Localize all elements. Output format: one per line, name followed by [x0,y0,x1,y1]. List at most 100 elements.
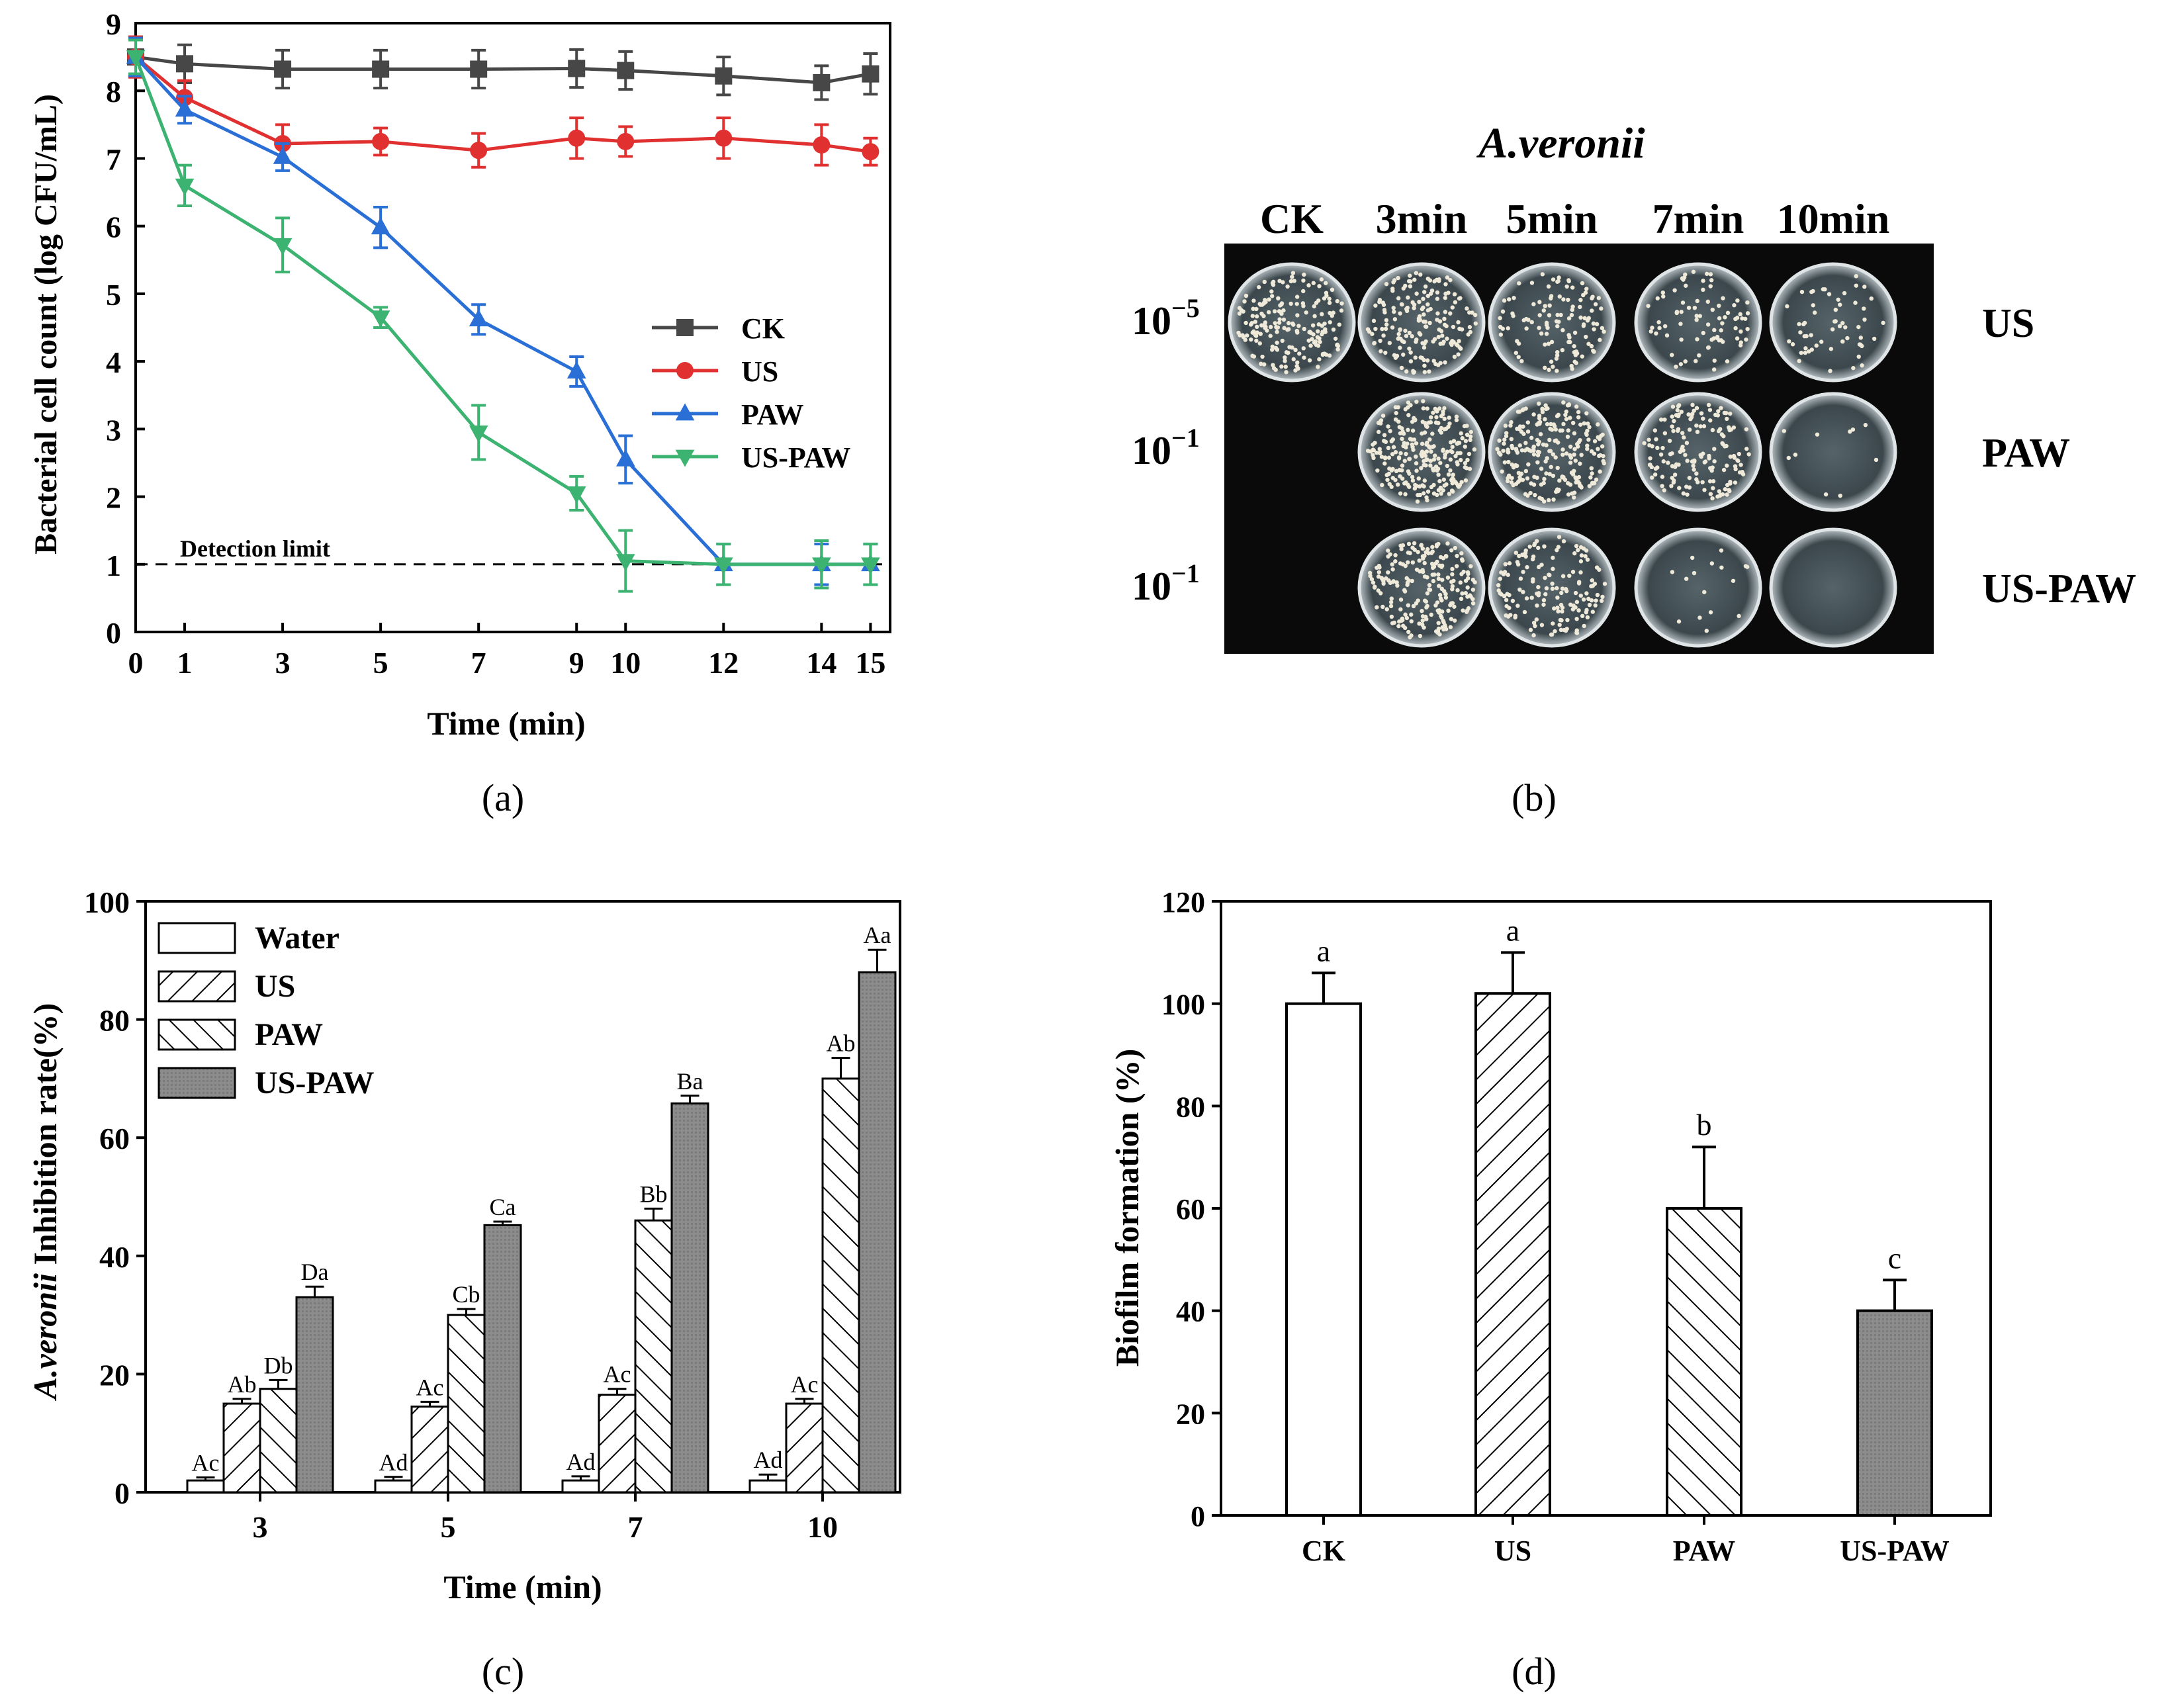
data-point-marker [371,310,390,328]
colony [1561,539,1566,544]
colony [1712,328,1717,333]
y-tick-label: 6 [106,210,121,244]
colony [1543,304,1547,308]
colony [1414,461,1419,466]
colony [1516,341,1521,346]
colony [1425,498,1429,503]
colony [1263,326,1267,330]
column-label: 7min [1652,195,1744,242]
colony [1670,353,1674,357]
colony [1711,486,1715,490]
colony [1676,428,1680,433]
colony [1424,605,1429,610]
colony [1546,284,1551,289]
colony [1515,426,1519,431]
colony [1544,586,1549,591]
colony [1425,591,1430,596]
colony [1647,443,1652,448]
colony [1500,469,1504,474]
colony [1249,337,1253,342]
colony [1438,461,1443,465]
series-us [127,35,880,169]
colony [1737,451,1742,457]
colony [1662,417,1667,422]
colony [1251,329,1256,334]
colony [1302,355,1306,360]
colony [1516,471,1521,476]
colony [1406,541,1412,547]
significance-label: b [1697,1108,1712,1142]
x-tick-label: 14 [806,646,836,680]
colony [1330,287,1335,292]
colony [1431,339,1435,344]
colony [1520,477,1525,482]
colony [1712,358,1717,363]
colony [1684,576,1689,581]
colony [1378,338,1382,343]
colony [1524,596,1529,601]
data-point-marker [676,362,694,379]
colony [1502,298,1507,303]
colony [1863,423,1868,427]
colony [1273,345,1279,351]
colony [1527,447,1531,453]
colony [1257,285,1261,290]
colony [1523,441,1528,445]
colony [1578,422,1583,427]
colony [1584,591,1589,596]
colony [1555,595,1560,600]
panel-d-ylabel: Biofilm formation (%) [1108,1049,1146,1367]
colony [1833,319,1838,324]
significance-label: Db [264,1352,293,1378]
row-label: US-PAW [1982,566,2136,611]
agar-plate [1634,392,1762,512]
x-tick-label: 12 [708,646,739,680]
colony [1258,332,1263,336]
colony [1410,442,1415,447]
bar-ck [1285,1002,1362,1517]
colony [1465,306,1469,311]
colony [1678,322,1683,326]
plate-dish [1634,527,1762,648]
bar-paw [447,1314,486,1494]
colony [1410,474,1415,480]
colony [1430,445,1435,449]
colony [1600,444,1605,449]
colony [1804,334,1809,339]
colony [1423,320,1428,324]
colony [1243,320,1248,326]
colony [1443,295,1448,300]
panel-c-ylabel: A.veronii Inhibition rate(%) [26,1003,64,1402]
colony [1716,409,1721,414]
colony [1596,422,1600,427]
colony [1687,475,1692,480]
y-tick-label: 0 [114,1476,130,1510]
colony [1712,459,1717,464]
colony [1436,456,1441,461]
colony [1511,314,1515,318]
colony [1420,609,1424,613]
data-point-marker [714,557,733,575]
colony [1547,437,1552,443]
colony [1739,463,1743,467]
colony [1390,467,1395,471]
colony [1437,406,1442,411]
colony [1388,604,1394,609]
colony [1286,321,1291,326]
colony [1576,415,1581,420]
colony [1425,276,1430,281]
colony [1409,619,1414,624]
colony [1555,349,1560,355]
colony [1327,300,1332,305]
colony [1380,604,1385,609]
colony [1438,555,1443,560]
legend-swatch [158,1018,236,1051]
colony [1412,277,1417,282]
colony [1382,310,1387,315]
colony [1463,439,1469,443]
colony [1725,359,1730,364]
y-tick-label: 40 [1176,1296,1205,1328]
colony [1429,612,1433,617]
colony [1522,609,1527,615]
colony [1412,547,1417,552]
